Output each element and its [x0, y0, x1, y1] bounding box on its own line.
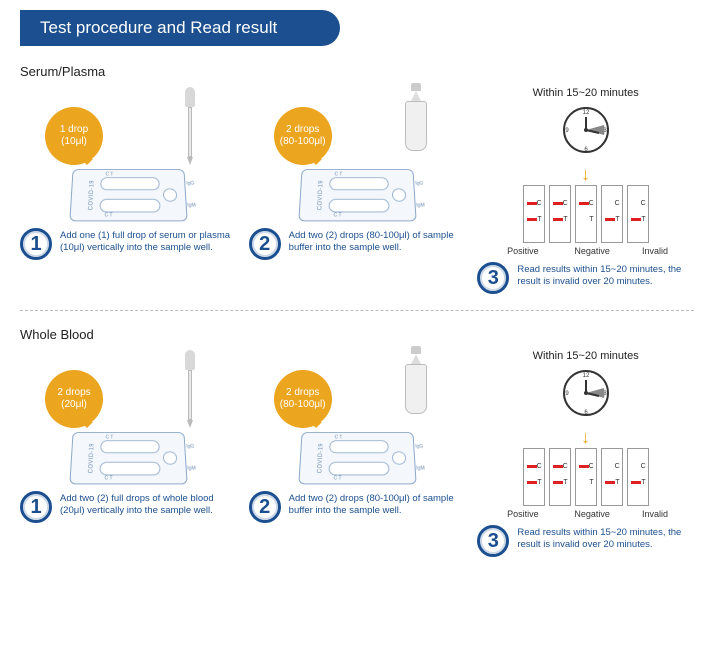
test-cassette: COVID-19 C T C T IgG IgM — [69, 432, 187, 484]
procedure-section: Serum/Plasma COVID-19 C T C T IgG IgM 1 … — [20, 64, 694, 294]
step-caption: 3 Read results within 15~20 minutes, the … — [477, 262, 694, 294]
step-caption: 2 Add two (2) drops (80-100μl) of sample … — [249, 491, 466, 523]
step-caption: 1 Add one (1) full drop of serum or plasm… — [20, 228, 237, 260]
step-column: Within 15~20 minutes 12 3 6 9 ↓ CT CT CT… — [477, 350, 694, 557]
result-strip: CT — [549, 185, 571, 243]
step-column: COVID-19 C T C T IgG IgM 2 drops(80-100μ… — [249, 350, 466, 557]
buffer-bottle-icon — [405, 83, 427, 151]
page-header: Test procedure and Read result — [20, 10, 340, 46]
step-illustration: COVID-19 C T C T IgG IgM 2 drops(80-100μ… — [249, 350, 466, 485]
step-text: Add two (2) drops (80-100μl) of sample b… — [289, 228, 466, 255]
step-caption: 1 Add two (2) full drops of whole blood (… — [20, 491, 237, 523]
step-text: Read results within 15~20 minutes, the r… — [517, 525, 694, 552]
arrow-down-icon: ↓ — [477, 165, 694, 183]
step-number: 2 — [249, 491, 281, 523]
result-strip: CT — [549, 448, 571, 506]
step-text: Read results within 15~20 minutes, the r… — [517, 262, 694, 289]
buffer-bottle-icon — [405, 346, 427, 414]
result-label: Invalid — [616, 509, 694, 519]
result-strip: CT — [523, 448, 545, 506]
step-number: 2 — [249, 228, 281, 260]
steps-row: COVID-19 C T C T IgG IgM 2 drops(20μl)1A… — [20, 350, 694, 557]
drop-bubble: 1 drop(10μl) — [45, 107, 103, 165]
step-illustration: COVID-19 C T C T IgG IgM 2 drops(80-100μ… — [249, 87, 466, 222]
test-cassette: COVID-19 C T C T IgG IgM — [69, 169, 187, 221]
section-divider — [20, 310, 694, 311]
step-illustration: COVID-19 C T C T IgG IgM 1 drop(10μl) — [20, 87, 237, 222]
result-label: Negative — [568, 509, 616, 519]
result-label: Positive — [477, 509, 568, 519]
step-text: Add two (2) drops (80-100μl) of sample b… — [289, 491, 466, 518]
svg-text:12: 12 — [582, 373, 589, 379]
result-strip: CT — [627, 448, 649, 506]
step-column: COVID-19 C T C T IgG IgM 2 drops(80-100μ… — [249, 87, 466, 294]
results-title: Within 15~20 minutes — [477, 350, 694, 362]
results-title: Within 15~20 minutes — [477, 87, 694, 99]
dropper-icon — [185, 87, 195, 165]
step-number: 1 — [20, 491, 52, 523]
step-column: Within 15~20 minutes 12 3 6 9 ↓ CT CT CT… — [477, 87, 694, 294]
step-column: COVID-19 C T C T IgG IgM 1 drop(10μl) 1 Ad… — [20, 87, 237, 294]
step-caption: 2 Add two (2) drops (80-100μl) of sample … — [249, 228, 466, 260]
result-strip: CT — [601, 448, 623, 506]
step-column: COVID-19 C T C T IgG IgM 2 drops(20μl) 1A… — [20, 350, 237, 557]
clock-icon: 12 3 6 9 — [559, 366, 613, 420]
step-text: Add one (1) full drop of serum or plasma… — [60, 228, 237, 255]
drop-bubble: 2 drops(20μl) — [45, 370, 103, 428]
step-illustration: COVID-19 C T C T IgG IgM 2 drops(20μl) — [20, 350, 237, 485]
dropper-icon — [185, 350, 195, 428]
step-text: Add two (2) full drops of whole blood (2… — [60, 491, 237, 518]
drop-bubble: 2 drops(80-100μl) — [274, 107, 332, 165]
result-strip: CT — [601, 185, 623, 243]
section-title: Whole Blood — [20, 327, 694, 342]
result-label: Positive — [477, 246, 568, 256]
procedure-section: Whole Blood COVID-19 C T C T IgG IgM 2 d… — [20, 327, 694, 557]
results-panel: Within 15~20 minutes 12 3 6 9 ↓ CT CT CT… — [477, 87, 694, 256]
test-cassette: COVID-19 C T C T IgG IgM — [298, 169, 416, 221]
result-strip: CT — [627, 185, 649, 243]
clock-icon: 12 3 6 9 — [559, 103, 613, 157]
arrow-down-icon: ↓ — [477, 428, 694, 446]
svg-text:12: 12 — [582, 110, 589, 116]
results-panel: Within 15~20 minutes 12 3 6 9 ↓ CT CT CT… — [477, 350, 694, 519]
step-caption: 3 Read results within 15~20 minutes, the … — [477, 525, 694, 557]
step-number: 3 — [477, 262, 509, 294]
result-label: Invalid — [616, 246, 694, 256]
test-cassette: COVID-19 C T C T IgG IgM — [298, 432, 416, 484]
step-number: 3 — [477, 525, 509, 557]
step-number: 1 — [20, 228, 52, 260]
result-strip: CT — [575, 185, 597, 243]
section-title: Serum/Plasma — [20, 64, 694, 79]
drop-bubble: 2 drops(80-100μl) — [274, 370, 332, 428]
result-strip: CT — [523, 185, 545, 243]
result-label: Negative — [568, 246, 616, 256]
result-strip: CT — [575, 448, 597, 506]
steps-row: COVID-19 C T C T IgG IgM 1 drop(10μl) 1 Ad… — [20, 87, 694, 294]
